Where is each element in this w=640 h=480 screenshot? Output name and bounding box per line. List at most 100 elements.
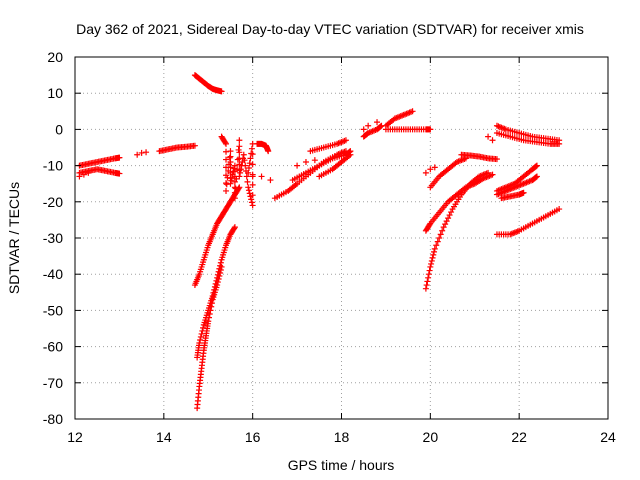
data-point xyxy=(427,166,434,173)
data-point xyxy=(244,178,251,185)
data-point xyxy=(245,187,252,194)
data-point xyxy=(138,149,145,156)
data-point xyxy=(245,169,252,176)
data-point xyxy=(439,227,446,234)
data-point xyxy=(267,177,274,184)
data-point xyxy=(265,148,272,155)
data-point xyxy=(226,154,233,161)
data-point xyxy=(231,195,238,202)
data-point xyxy=(533,162,540,169)
y-tick-label: -20 xyxy=(43,194,63,210)
data-point xyxy=(232,185,239,192)
data-point xyxy=(241,157,248,164)
data-point xyxy=(246,160,253,167)
data-point xyxy=(227,153,234,160)
data-point xyxy=(346,148,353,155)
data-point xyxy=(209,292,216,299)
data-point xyxy=(425,271,432,278)
data-point xyxy=(217,259,224,266)
y-tick-label: -80 xyxy=(43,411,63,427)
data-point xyxy=(533,163,540,170)
data-point xyxy=(116,170,123,177)
data-point xyxy=(302,158,309,165)
data-point xyxy=(236,149,243,156)
data-point xyxy=(243,173,250,180)
data-point xyxy=(428,260,435,267)
y-tick-label: -60 xyxy=(43,339,63,355)
data-point xyxy=(433,242,440,249)
data-point xyxy=(134,151,141,158)
x-tick-label: 18 xyxy=(334,429,350,445)
data-point xyxy=(423,282,430,289)
data-point xyxy=(85,169,92,176)
data-point xyxy=(227,164,234,171)
data-point xyxy=(223,148,230,155)
data-point xyxy=(431,248,438,255)
y-tick-label: -50 xyxy=(43,302,63,318)
data-point xyxy=(231,178,238,185)
data-point xyxy=(236,143,243,150)
data-point xyxy=(245,184,252,191)
data-point xyxy=(437,231,444,238)
data-point xyxy=(237,169,244,176)
data-point xyxy=(428,257,435,264)
data-point xyxy=(227,158,234,165)
data-point xyxy=(431,245,438,252)
data-point xyxy=(236,137,243,144)
data-point xyxy=(213,277,220,284)
data-point xyxy=(249,173,256,180)
data-point xyxy=(294,162,301,169)
data-point xyxy=(426,221,433,228)
data-point xyxy=(231,189,238,196)
data-point xyxy=(556,140,563,147)
data-point xyxy=(211,286,218,293)
grid xyxy=(75,57,608,419)
data-point xyxy=(448,209,455,216)
data-point xyxy=(228,177,235,184)
data-point xyxy=(217,262,224,269)
data-point xyxy=(216,265,223,272)
data-point xyxy=(236,173,243,180)
x-axis-label: GPS time / hours xyxy=(288,457,395,473)
x-tick-label: 24 xyxy=(600,429,616,445)
data-point xyxy=(258,173,265,180)
x-axis: 12 14 16 18 20 22 24 xyxy=(67,57,616,445)
data-point xyxy=(360,126,367,133)
data-point xyxy=(311,157,318,164)
data-point xyxy=(446,212,453,219)
data-point xyxy=(231,162,238,169)
data-point xyxy=(427,126,434,133)
data-point xyxy=(442,221,449,228)
plot-area xyxy=(76,72,563,412)
data-point xyxy=(520,189,527,196)
data-point xyxy=(231,184,238,191)
data-point xyxy=(222,139,229,146)
data-point xyxy=(427,263,434,270)
y-axis-label: SDTVAR / TECUs xyxy=(6,182,22,294)
data-point xyxy=(214,274,221,281)
data-point xyxy=(223,140,230,147)
data-point xyxy=(248,199,255,206)
data-point xyxy=(214,271,221,278)
data-point xyxy=(493,156,500,163)
data-point xyxy=(489,171,496,178)
data-point xyxy=(210,289,217,296)
data-point xyxy=(249,161,256,168)
data-point xyxy=(365,122,372,129)
data-point xyxy=(196,339,203,346)
data-point xyxy=(249,192,256,199)
data-point xyxy=(443,218,450,225)
y-tick-label: -70 xyxy=(43,375,63,391)
data-point xyxy=(223,187,230,194)
data-point xyxy=(228,174,235,181)
data-point xyxy=(430,251,437,258)
data-point xyxy=(212,280,219,287)
data-point xyxy=(434,238,441,245)
data-point xyxy=(409,108,416,115)
data-point xyxy=(347,151,354,158)
data-point xyxy=(489,137,496,144)
data-point xyxy=(237,166,244,173)
data-point xyxy=(436,235,443,241)
data-point xyxy=(533,173,540,180)
